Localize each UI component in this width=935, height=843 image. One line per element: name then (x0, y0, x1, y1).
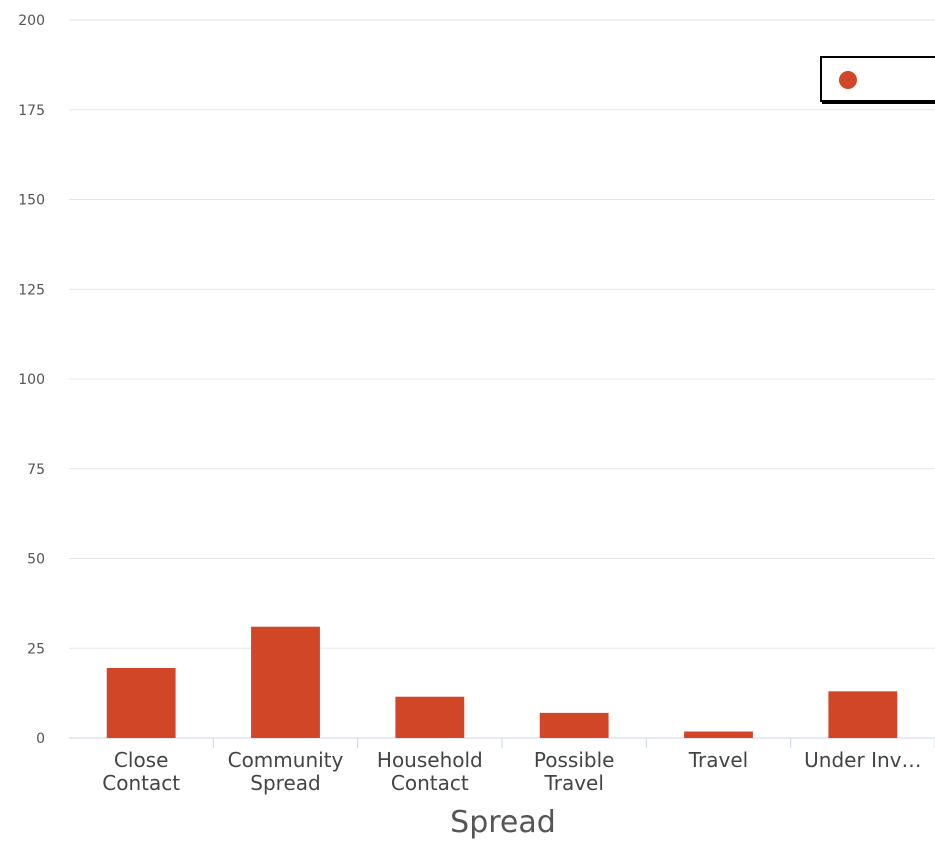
y-axis-tick-labels: 0 25 50 75 100 125 150 175 200 (18, 13, 45, 747)
x-axis-title: Spread (450, 805, 556, 840)
y-tick-label: 150 (18, 193, 45, 209)
y-tick-label: 100 (18, 372, 45, 388)
legend[interactable] (820, 56, 935, 104)
x-tick-label: Possible Travel (534, 748, 615, 795)
bar[interactable] (539, 712, 609, 738)
bar[interactable] (251, 626, 320, 738)
bar[interactable] (684, 731, 753, 738)
y-tick-label: 175 (18, 103, 45, 119)
y-tick-label: 75 (27, 462, 45, 478)
legend-series-marker[interactable] (839, 71, 857, 89)
x-tick-label: Household Contact (377, 748, 483, 795)
bars (106, 626, 898, 738)
x-tick-label: Community Spread (228, 748, 344, 795)
legend-box (820, 56, 935, 102)
x-tick-label: Close Contact (102, 748, 180, 795)
y-tick-label: 0 (36, 731, 45, 747)
x-tick-label: Under Inv… (804, 748, 921, 772)
bar[interactable] (106, 667, 176, 738)
bar[interactable] (395, 696, 465, 738)
x-axis-tick-labels: Close Contact Community Spread Household Cont… (102, 748, 921, 795)
y-tick-label: 125 (18, 282, 45, 298)
y-tick-label: 50 (27, 552, 45, 568)
y-tick-label: 25 (27, 641, 45, 657)
bar[interactable] (828, 691, 898, 738)
grid-lines (69, 19, 935, 748)
y-tick-label: 200 (18, 13, 45, 29)
x-tick-label: Travel (688, 748, 748, 772)
